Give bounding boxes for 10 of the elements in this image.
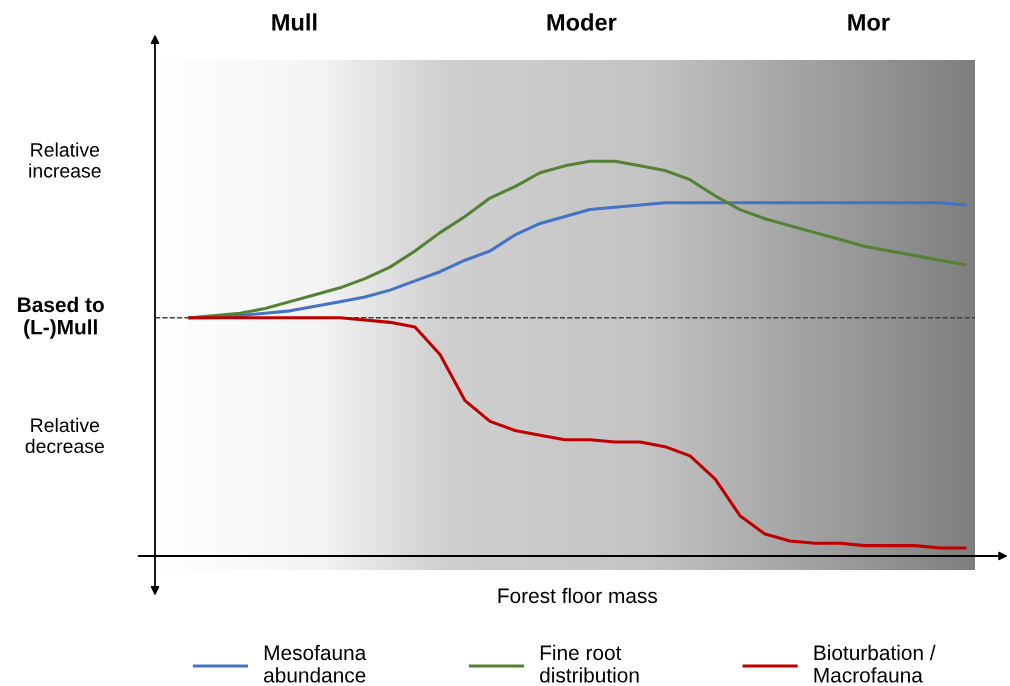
- legend-label: Mesofauna abundance: [264, 644, 367, 683]
- x-axis-title: Forest floor mass: [498, 587, 658, 604]
- legend-label: Fine root distribution: [540, 644, 639, 683]
- text: Moder: [547, 13, 617, 31]
- text: Relative decrease: [25, 417, 104, 454]
- legend-label: Bioturbation / Macrofauna: [814, 644, 936, 683]
- text: Mor: [848, 14, 890, 31]
- text: Mull: [272, 13, 317, 31]
- ref-line-label: Based to (L-)Mull: [18, 296, 104, 339]
- text: Relative increase: [29, 142, 101, 178]
